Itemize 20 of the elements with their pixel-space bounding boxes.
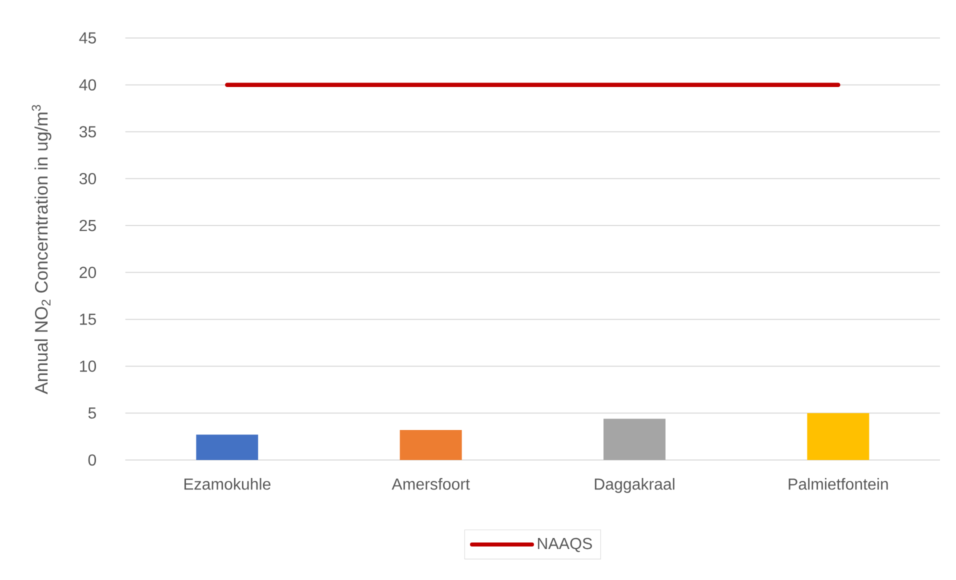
y-axis-title: Annual NO$_{2}$ Concerntration in ug/m$^{3}$ — [32, 104, 52, 394]
bar — [807, 413, 870, 460]
x-tick-label: Ezamokuhle — [184, 478, 270, 490]
bar — [604, 418, 666, 460]
y-tick-label: 5 — [88, 408, 96, 419]
y-tick-label: 45 — [79, 32, 96, 44]
y-tick-label: 40 — [79, 79, 96, 91]
x-tick-label: Amersfoort — [392, 478, 470, 490]
bar — [196, 434, 258, 460]
x-tick-label: Palmietfontein — [788, 478, 888, 490]
y-tick-label: 15 — [80, 314, 96, 325]
y-tick-label: 20 — [80, 266, 96, 278]
y-tick-label: 35 — [79, 126, 96, 138]
bar — [400, 430, 462, 460]
y-tick-label: 30 — [79, 173, 96, 184]
x-tick-label: Daggakraal — [594, 478, 674, 493]
legend-label: NAAQS — [538, 538, 592, 552]
y-tick-label: 10 — [80, 360, 96, 372]
y-tick-label: 25 — [80, 220, 96, 232]
y-tick-label: 0 — [88, 454, 96, 466]
